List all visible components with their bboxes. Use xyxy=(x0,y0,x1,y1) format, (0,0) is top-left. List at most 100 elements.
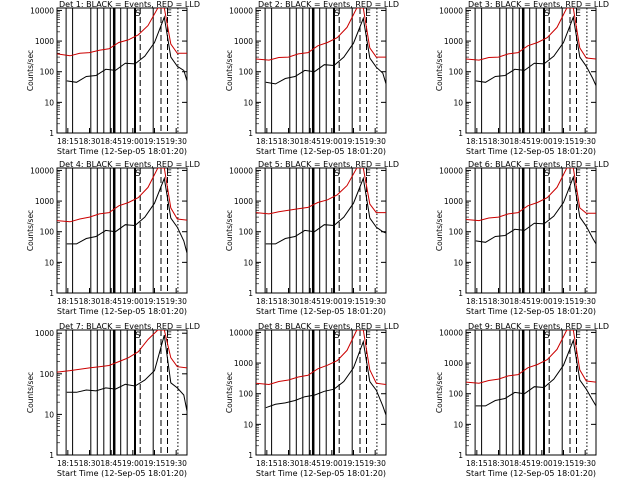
plot-frame xyxy=(255,7,387,134)
x-axis-label: Start Time (12-Sep-05 18:01:20) xyxy=(256,147,386,156)
x-tick-label: 19:30 xyxy=(364,459,386,468)
y-tick-label: 100 xyxy=(40,370,55,379)
x-axis-label: Start Time (12-Sep-05 18:01:20) xyxy=(57,147,187,156)
x-tick-label: 19:15 xyxy=(343,297,365,306)
marker-e: E xyxy=(575,9,581,19)
x-tick-label: 19:30 xyxy=(165,297,187,306)
series-black xyxy=(475,15,596,86)
y-tick-label: 1 xyxy=(248,289,253,298)
panel-title: Det 2: BLACK = Events, RED = LLD xyxy=(258,0,399,9)
x-tick-label: 18:30 xyxy=(278,297,300,306)
x-tick-label: 18:15 xyxy=(57,459,79,468)
marker-e: E xyxy=(166,331,172,341)
marker-s: S xyxy=(544,169,550,179)
x-tick-label: 18:45 xyxy=(100,297,122,306)
x-tick-label: 19:15 xyxy=(553,137,575,146)
marker-s: S xyxy=(135,9,141,19)
y-tick-label: 100 xyxy=(449,68,464,77)
marker-s: S xyxy=(334,331,340,341)
x-tick-label: 18:15 xyxy=(256,137,278,146)
y-tick-label: 10000 xyxy=(229,166,253,175)
plot-frame xyxy=(465,329,597,456)
y-axis-label: Counts/sec xyxy=(225,50,234,91)
series-red xyxy=(57,168,187,223)
x-axis-label: Start Time (12-Sep-05 18:01:20) xyxy=(466,147,596,156)
series-black xyxy=(265,16,386,85)
x-tick-label: 19:30 xyxy=(574,297,596,306)
x-tick-label: 19:00 xyxy=(122,459,144,468)
series-red xyxy=(57,8,187,57)
x-tick-label: 19:15 xyxy=(144,297,166,306)
marker-s: S xyxy=(334,169,340,179)
x-tick-label: 19:15 xyxy=(343,459,365,468)
plot-frame xyxy=(465,7,597,134)
series-black xyxy=(66,15,187,83)
x-tick-label: 19:00 xyxy=(531,297,553,306)
x-tick-label: 19:00 xyxy=(122,297,144,306)
panel-det-5: Det 5: BLACK = Events, RED = LLD 1 10 100 10… xyxy=(225,160,399,316)
x-tick-label: 18:45 xyxy=(299,297,321,306)
series-black xyxy=(475,338,596,407)
y-axis-label: Counts/sec xyxy=(225,210,234,251)
x-tick-label: 19:00 xyxy=(122,137,144,146)
x-tick-label: 19:15 xyxy=(553,459,575,468)
y-tick-label: 1 xyxy=(248,451,253,460)
x-tick-label: 19:30 xyxy=(574,137,596,146)
x-axis-label: Start Time (12-Sep-05 18:01:20) xyxy=(256,307,386,316)
x-tick-label: 19:15 xyxy=(144,459,166,468)
y-tick-label: 1 xyxy=(49,289,54,298)
x-tick-label: 18:30 xyxy=(79,459,101,468)
panel-title: Det 6: BLACK = Events, RED = LLD xyxy=(468,160,609,169)
plot-frame xyxy=(56,167,188,294)
panel-det-9: Det 9: BLACK = Events, RED = LLD 1 10 100 10… xyxy=(435,322,609,478)
panel-det-4: Det 4: BLACK = Events, RED = LLD 1 10 100 10… xyxy=(26,160,200,316)
y-tick-label: 10 xyxy=(44,410,54,419)
marker-e: E xyxy=(365,331,371,341)
x-tick-label: 18:15 xyxy=(466,297,488,306)
y-tick-label: 100 xyxy=(40,68,55,77)
y-tick-label: 100 xyxy=(449,228,464,237)
x-tick-label: 19:15 xyxy=(343,137,365,146)
panel-title: Det 5: BLACK = Events, RED = LLD xyxy=(258,160,399,169)
plot-frame xyxy=(255,167,387,294)
y-tick-label: 1000 xyxy=(234,359,253,368)
y-tick-label: 10 xyxy=(44,258,54,267)
series-black xyxy=(66,176,187,254)
marker-e: E xyxy=(575,169,581,179)
y-tick-label: 100 xyxy=(239,228,254,237)
y-tick-label: 10000 xyxy=(229,328,253,337)
x-tick-label: 18:30 xyxy=(488,459,510,468)
x-tick-label: 18:45 xyxy=(299,459,321,468)
x-tick-label: 19:00 xyxy=(531,459,553,468)
x-tick-label: 19:15 xyxy=(553,297,575,306)
y-tick-label: 100 xyxy=(449,390,464,399)
x-axis-label: Start Time (12-Sep-05 18:01:20) xyxy=(466,469,596,478)
plot-frame xyxy=(56,329,188,456)
panel-det-6: Det 6: BLACK = Events, RED = LLD 1 10 100 10… xyxy=(435,160,609,316)
y-tick-label: 10 xyxy=(243,420,253,429)
y-tick-label: 10000 xyxy=(439,6,463,15)
x-tick-label: 18:45 xyxy=(509,137,531,146)
x-tick-label: 18:45 xyxy=(509,459,531,468)
y-tick-label: 10 xyxy=(44,98,54,107)
x-tick-label: 18:45 xyxy=(100,459,122,468)
y-axis-label: Counts/sec xyxy=(26,372,35,413)
series-red xyxy=(256,330,386,386)
x-tick-label: 18:15 xyxy=(57,137,79,146)
marker-s: S xyxy=(135,169,141,179)
marker-e: E xyxy=(575,331,581,341)
y-tick-label: 10 xyxy=(453,420,463,429)
x-tick-label: 18:45 xyxy=(299,137,321,146)
marker-e: E xyxy=(365,9,371,19)
panel-title: Det 3: BLACK = Events, RED = LLD xyxy=(468,0,609,9)
y-tick-label: 1000 xyxy=(444,197,463,206)
plot-frame xyxy=(465,167,597,294)
panel-det-1: Det 1: BLACK = Events, RED = LLD 1 10 100 10… xyxy=(26,0,200,156)
plot-frame xyxy=(255,329,387,456)
panel-title: Det 7: BLACK = Events, RED = LLD xyxy=(59,322,200,331)
y-tick-label: 10 xyxy=(243,98,253,107)
series-red xyxy=(466,168,596,222)
marker-e: E xyxy=(166,169,172,179)
x-tick-label: 18:30 xyxy=(278,137,300,146)
series-red xyxy=(466,8,596,61)
